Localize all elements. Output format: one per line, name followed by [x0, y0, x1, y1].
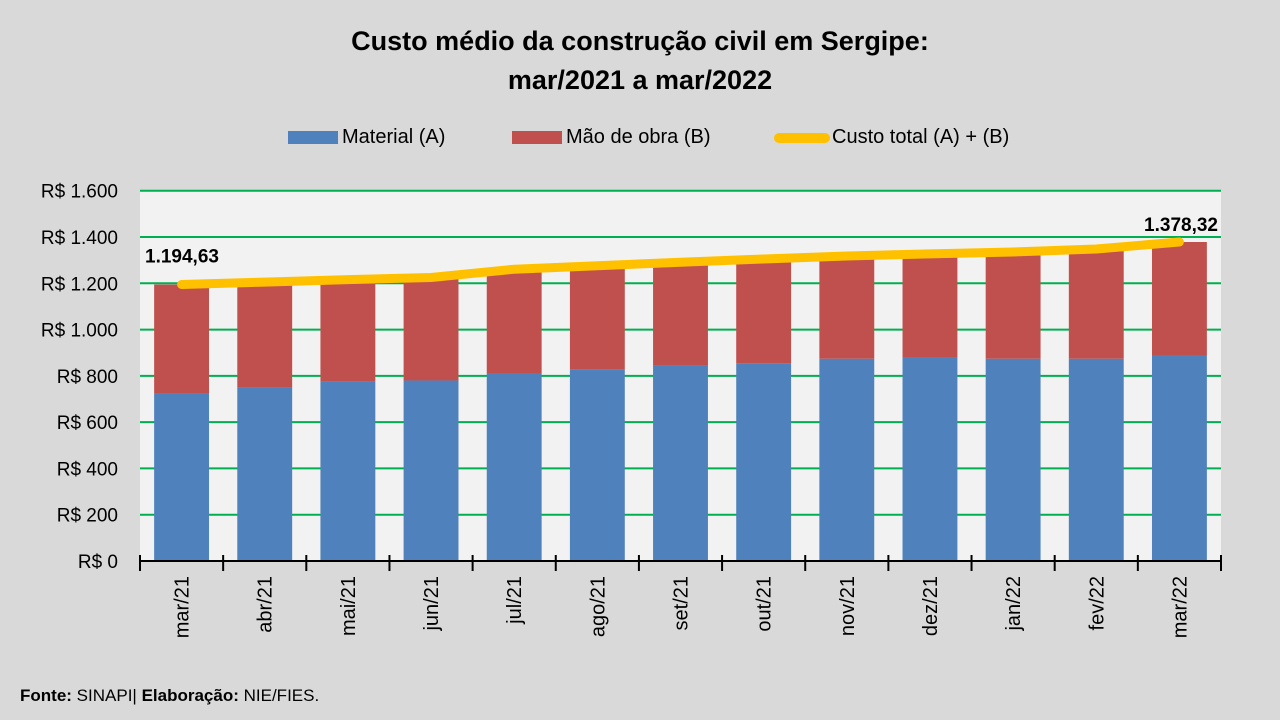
bar-labor: [237, 282, 293, 388]
bar-labor: [154, 284, 210, 394]
x-tick-label: jan/22: [1003, 576, 1025, 632]
bar-material: [653, 365, 708, 561]
bar-labor: [486, 269, 542, 374]
bar-material: [486, 373, 542, 561]
bar-labor: [819, 255, 875, 359]
y-tick-label: R$ 1.000: [41, 321, 118, 342]
x-tick-label: out/21: [754, 576, 776, 632]
y-tick-label: R$ 600: [57, 413, 118, 434]
legend-swatch-total: [774, 132, 830, 143]
bar-labor: [320, 279, 376, 382]
bar-material: [902, 357, 958, 561]
legend-item-total: Custo total (A) + (B): [774, 126, 1009, 149]
footer-author-value: NIE/FIES.: [243, 686, 320, 705]
bar-material: [237, 387, 293, 561]
bar-material: [1068, 358, 1124, 561]
x-tick-label: set/21: [671, 576, 693, 630]
bar-labor: [403, 277, 459, 381]
bar-labor: [902, 253, 958, 358]
line-total: [177, 237, 1184, 289]
x-tick-label: fev/22: [1086, 576, 1108, 630]
y-tick-label: R$ 400: [57, 459, 118, 480]
x-tick-label: nov/21: [837, 576, 859, 636]
bar-material: [569, 369, 625, 561]
bar-labor: [1068, 249, 1124, 359]
legend-swatch-labor: [512, 131, 562, 144]
footer-separator: |: [132, 686, 137, 705]
bar-material: [154, 393, 210, 561]
bar-material: [320, 381, 376, 561]
data-label-total: 1.378,32: [1144, 215, 1218, 236]
y-tick-label: R$ 200: [57, 506, 118, 527]
bar-material: [819, 358, 875, 561]
y-tick-label: R$ 1.600: [41, 182, 118, 203]
y-tick-label: R$ 1.400: [41, 228, 118, 249]
x-tick-label: jun/21: [421, 576, 443, 632]
y-tick-label: R$ 1.200: [41, 274, 118, 295]
legend-item-material: Material (A): [288, 126, 445, 149]
y-tick-label: R$ 0: [78, 552, 118, 573]
chart-title-line1: Custo médio da construção civil em Sergi…: [351, 26, 929, 56]
legend-item-labor: Mão de obra (B): [512, 126, 711, 149]
legend-label-labor: Mão de obra (B): [566, 126, 711, 148]
legend: Material (A) Mão de obra (B) Custo total…: [0, 126, 1280, 154]
footer: Fonte: SINAPI| Elaboração: NIE/FIES.: [20, 686, 319, 706]
footer-source-value: SINAPI: [76, 686, 133, 705]
bar-labor: [985, 252, 1041, 359]
data-label-total: 1.194,63: [145, 247, 219, 268]
bar-labor: [569, 265, 625, 370]
legend-swatch-material: [288, 131, 338, 144]
x-tick-label: abr/21: [255, 576, 277, 633]
bar-material: [403, 380, 459, 561]
x-tick-label: ago/21: [587, 576, 609, 637]
x-tick-label: mar/21: [172, 576, 194, 638]
bar-material: [1151, 355, 1207, 561]
chart-title-line2: mar/2021 a mar/2022: [507, 65, 773, 95]
x-tick-label: mai/21: [338, 576, 360, 636]
bar-labor: [736, 258, 792, 364]
chart-title: Custo médio da construção civil em Sergi…: [80, 22, 1200, 100]
bar-labor: [1151, 242, 1207, 356]
footer-source-label: Fonte:: [20, 686, 72, 705]
footer-author-label: Elaboração:: [141, 686, 239, 705]
x-tick-label: mar/22: [1169, 576, 1191, 638]
x-tick-label: dez/21: [920, 576, 942, 636]
y-tick-label: R$ 800: [57, 367, 118, 388]
x-tick-label: jul/21: [504, 576, 526, 625]
bar-labor: [653, 262, 708, 366]
bar-material: [736, 363, 792, 561]
bar-material: [985, 358, 1041, 561]
legend-label-total: Custo total (A) + (B): [832, 126, 1010, 148]
legend-label-material: Material (A): [342, 126, 446, 148]
